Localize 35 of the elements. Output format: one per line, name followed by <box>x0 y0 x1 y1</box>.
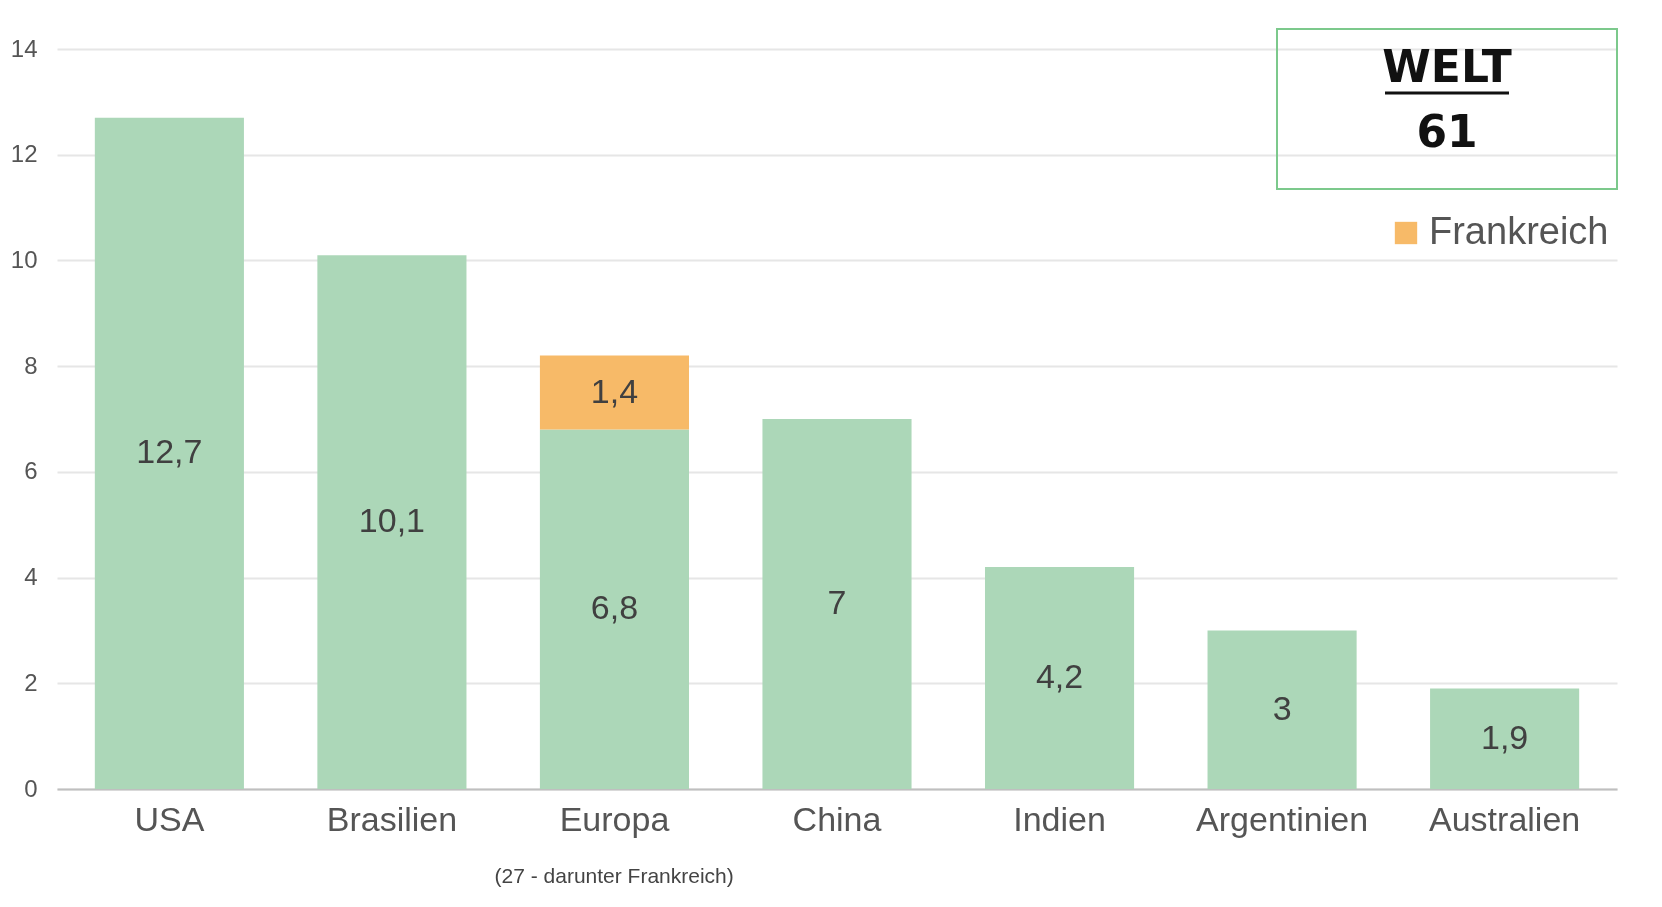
bar <box>1207 630 1357 789</box>
bar <box>317 255 467 789</box>
annotation: 61 <box>1416 106 1478 157</box>
bar <box>984 567 1135 789</box>
data-label: 6,8 <box>590 588 639 627</box>
y-tick-label: 10 <box>10 245 38 273</box>
data-label: 1,4 <box>590 371 639 410</box>
data-label: 3 <box>1272 688 1292 727</box>
y-tick-label: 0 <box>24 774 38 802</box>
data-label: 12,7 <box>136 432 203 471</box>
y-tick-label: 14 <box>10 34 38 62</box>
bar <box>1430 688 1580 789</box>
legend-label: Frankreich <box>1429 210 1609 252</box>
x-tick-label: Europa <box>559 799 670 838</box>
text: (27 - darunter Frankreich) <box>494 864 734 887</box>
y-tick-label: 6 <box>24 457 38 485</box>
y-tick-label: 8 <box>24 351 38 379</box>
data-label: 1,9 <box>1480 717 1529 756</box>
data-label: 7 <box>827 583 847 621</box>
annotation: WELT <box>1382 41 1512 92</box>
bar <box>94 117 244 789</box>
x-tick-label: Brasilien <box>326 799 458 838</box>
y-tick-label: 2 <box>24 668 38 696</box>
x-tick-label: Indien <box>1013 799 1106 838</box>
bar <box>762 419 912 789</box>
y-tick-label: 4 <box>24 563 38 591</box>
x-tick-label: Australien <box>1429 799 1581 838</box>
bar <box>539 429 690 789</box>
bar <box>539 355 690 430</box>
x-tick-label: China <box>792 799 882 838</box>
data-label: 10,1 <box>358 501 426 540</box>
y-tick-label: 12 <box>10 140 38 168</box>
x-tick-label: Argentinien <box>1196 799 1369 838</box>
x-tick-label: USA <box>134 799 205 838</box>
data-label: 4,2 <box>1035 657 1084 695</box>
